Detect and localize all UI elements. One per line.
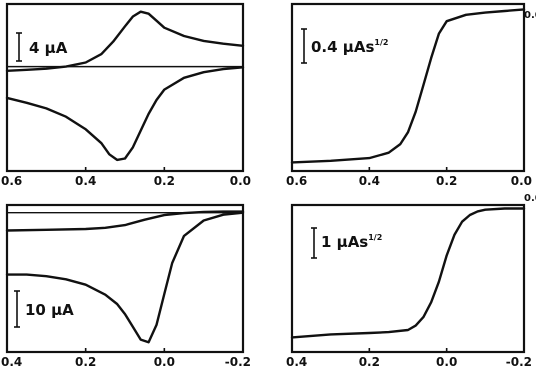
- x-tick-label: 0.4: [286, 355, 307, 369]
- trace-1: [5, 210, 245, 232]
- x-tick-label: 0.0: [436, 355, 457, 369]
- x-tick-label: 0.6: [286, 174, 307, 188]
- trace-1: [5, 10, 245, 72]
- x-tick-label: 0.4: [1, 355, 22, 369]
- x-tick-label: 0.2: [154, 174, 175, 188]
- plot-frame: [290, 2, 526, 173]
- scale-bar-label: 10 μA: [25, 301, 74, 319]
- panel-top-right: 0.6 0.4 0.2 0.0 0.4 μAs1/2 0.0: [286, 2, 536, 188]
- panel-top-left: 0.6 0.4 0.2 0.0 4 μA: [1, 2, 251, 188]
- edge-value-label: 0.0: [524, 193, 536, 204]
- scale-bar-label: 1 μAs1/2: [321, 233, 382, 251]
- x-tick-label: -0.2: [225, 355, 251, 369]
- edge-value-label: 0.0: [524, 10, 536, 21]
- scale-bar-superscript: 1/2: [368, 233, 382, 242]
- x-tick-label: 0.4: [75, 174, 96, 188]
- x-tick-label: 0.0: [154, 355, 175, 369]
- x-tick-label: 0.6: [1, 174, 22, 188]
- plot-frame: [5, 2, 245, 173]
- trace-1: [290, 207, 526, 339]
- panel-bottom-right: 0.4 0.2 0.0 -0.2 1 μAs1/2 0.0: [286, 193, 536, 369]
- x-tick-label: 0.4: [359, 174, 380, 188]
- x-tick-label: 0.0: [230, 174, 251, 188]
- trace-2: [5, 66, 245, 162]
- x-tick-label: 0.0: [511, 174, 532, 188]
- scale-bar-label: 4 μA: [29, 39, 68, 57]
- panel-bottom-left: 0.4 0.2 0.0 -0.2 10 μA: [1, 203, 251, 369]
- plot-frame: [290, 203, 526, 354]
- scale-bar-superscript: 1/2: [374, 38, 388, 47]
- scale-bar-label: 0.4 μAs1/2: [311, 38, 388, 56]
- x-tick-label: 0.2: [436, 174, 457, 188]
- x-tick-label: 0.2: [75, 355, 96, 369]
- x-tick-label: 0.2: [359, 355, 380, 369]
- plot-frame: [5, 203, 245, 354]
- trace-1: [290, 8, 526, 164]
- trace-2: [5, 211, 245, 344]
- x-tick-label: -0.2: [506, 355, 532, 369]
